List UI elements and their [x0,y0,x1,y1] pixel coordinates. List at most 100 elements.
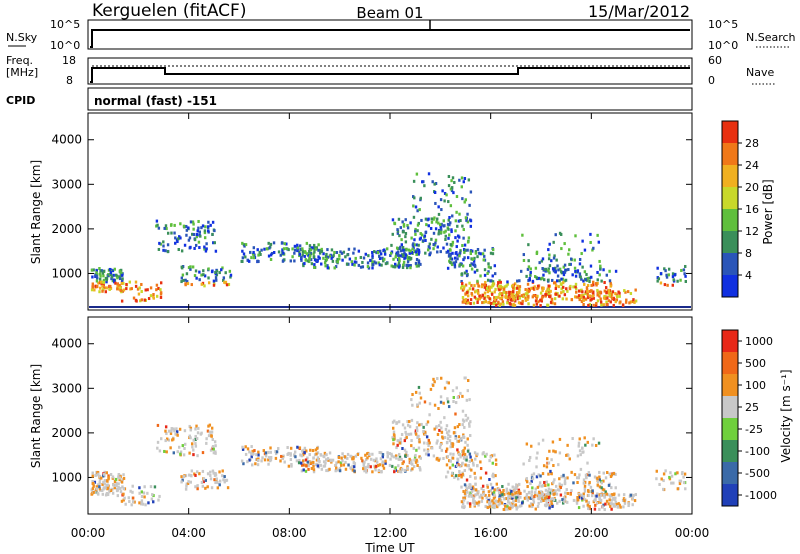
heatmap-cell [601,505,604,509]
heatmap-cell [375,457,378,461]
heatmap-cell [312,462,315,466]
heatmap-cell [461,224,464,228]
heatmap-cell [467,178,471,182]
heatmap-cell [484,504,487,508]
heatmap-cell [99,280,102,284]
heatmap-cell [591,290,595,294]
heatmap-cell [117,482,120,486]
heatmap-cell [467,486,471,490]
heatmap-cell [156,423,160,427]
heatmap-cell [506,498,510,502]
heatmap-cell [447,200,450,204]
heatmap-cell [187,226,190,230]
heatmap-cell [576,498,580,502]
heatmap-cell [376,464,380,468]
heatmap-cell [536,287,539,291]
heatmap-cell [521,302,524,306]
heatmap-cell [401,423,405,427]
heatmap-cell [474,250,478,254]
heatmap-cell [542,464,546,468]
heatmap-cell [421,180,424,184]
heatmap-cell [444,427,448,431]
heatmap-cell [301,253,304,257]
colorbar-swatch [722,484,738,506]
heatmap-cell [468,459,472,463]
heatmap-cell [302,468,305,472]
heatmap-cell [547,498,550,502]
heatmap-cell [427,438,431,442]
heatmap-cell [463,256,466,260]
heatmap-cell [564,278,568,282]
heatmap-cell [180,280,183,284]
heatmap-cell [459,455,462,459]
heatmap-cell [674,472,677,476]
heatmap-cell [499,296,502,300]
heatmap-cell [211,220,215,224]
heatmap-cell [119,487,122,491]
heatmap-cell [197,219,200,223]
heatmap-cell [480,295,483,299]
heatmap-cell [608,293,611,297]
heatmap-cell [391,464,394,468]
heatmap-cell [558,231,562,235]
heatmap-cell [367,254,370,258]
heatmap-cell [114,477,118,481]
heatmap-cell [452,452,455,456]
heatmap-cell [469,455,472,459]
heatmap-cell [209,470,212,474]
heatmap-cell [196,229,199,233]
heatmap-cell [180,276,184,280]
heatmap-cell [576,454,580,458]
heatmap-cell [572,285,575,289]
heatmap-cell [484,471,488,475]
heatmap-cell [456,239,459,243]
heatmap-cell [591,443,594,447]
heatmap-cell [547,278,550,282]
heatmap-cell [479,274,482,278]
heatmap-cell [99,488,102,492]
heatmap-cell [417,221,420,225]
heatmap-cell [532,500,536,504]
heatmap-cell [493,296,496,300]
heatmap-cell [655,469,658,473]
heatmap-cell [184,442,187,446]
heatmap-cell [429,251,432,255]
heatmap-cell [529,273,532,277]
heatmap-cell [406,266,409,270]
heatmap-cell [260,459,263,463]
heatmap-cell [398,234,401,238]
colorbar-swatch [722,418,738,440]
heatmap-cell [497,490,501,494]
heatmap-cell [111,491,115,495]
heatmap-cell [108,490,111,494]
heatmap-cell [442,401,445,405]
heatmap-cell [450,471,454,475]
heatmap-cell [269,450,272,454]
heatmap-cell [558,482,561,486]
heatmap-cell [251,449,254,453]
heatmap-cell [289,446,293,450]
heatmap-cell [450,257,454,261]
colorbar-swatch [722,396,738,418]
heatmap-cell [209,448,213,452]
heatmap-cell [303,446,307,450]
heatmap-cell [170,427,173,431]
heatmap-cell [139,299,142,303]
heatmap-cell [377,468,381,472]
heatmap-cell [525,274,528,278]
heatmap-cell [298,244,302,248]
heatmap-cell [349,454,352,458]
heatmap-cell [592,296,595,300]
heatmap-cell [103,479,107,483]
heatmap-cell [308,453,311,457]
heatmap-cell [214,473,218,477]
heatmap-cell [424,452,428,456]
heatmap-cell [449,452,452,456]
heatmap-cell [274,452,278,456]
noise-right-tick-top: 10^5 [708,18,738,31]
heatmap-cell [323,455,326,459]
heatmap-cell [489,301,493,305]
heatmap-cell [513,282,517,286]
heatmap-cell [297,461,301,465]
heatmap-cell [534,487,537,491]
